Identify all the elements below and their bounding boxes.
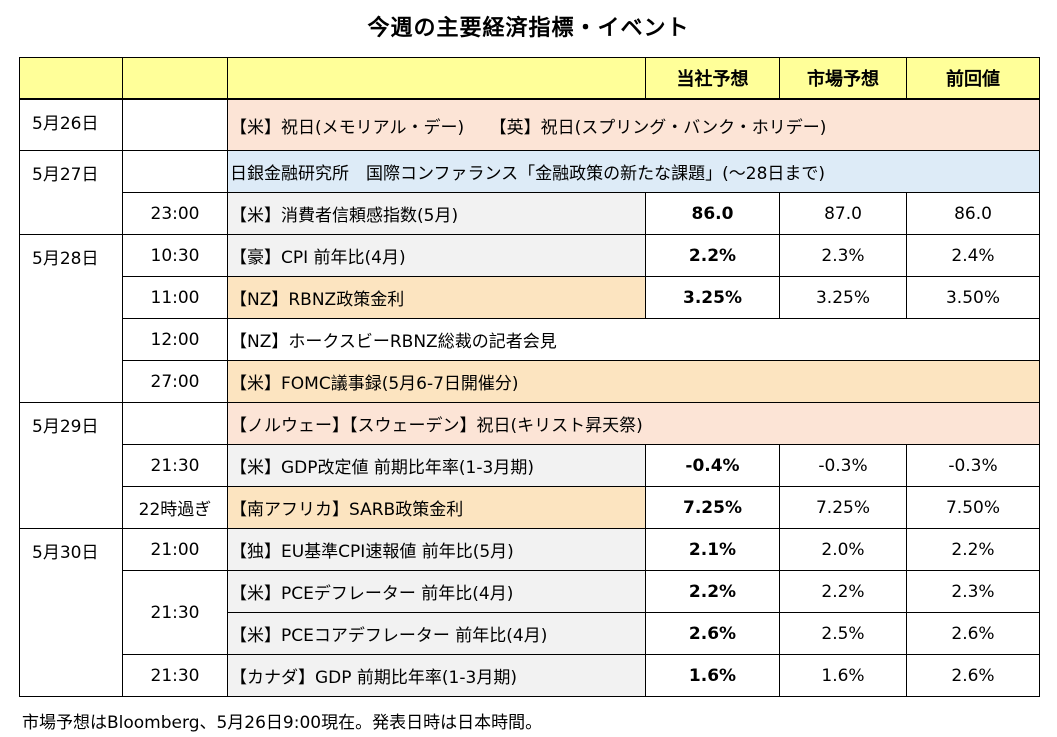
ours-value: 2.2%: [645, 234, 780, 277]
event-cell: 【米】PCEデフレーター 前年比(4月): [227, 570, 646, 613]
event-cell: 【米】GDP改定値 前期比年率(1-3月期): [227, 444, 646, 487]
time-cell: 11:00: [122, 276, 228, 319]
date-cell: 5月27日: [19, 150, 123, 235]
header-market: 市場予想: [779, 57, 907, 100]
table-row: 5月29日 【ノルウェー】【スウェーデン】祝日(キリスト昇天祭): [19, 402, 1040, 529]
time-cell: [122, 150, 228, 193]
table-row: 5月28日 10:30 【豪】CPI 前年比(4月) 2.2% 2.3% 2.4…: [19, 234, 1040, 403]
market-value: 2.2%: [779, 570, 907, 613]
header-ours: 当社予想: [645, 57, 780, 100]
ours-value: 3.25%: [645, 276, 780, 319]
table-header-row: 当社予想 市場予想 前回値: [19, 57, 1040, 100]
ours-value: -0.4%: [645, 444, 780, 487]
header-date: [19, 57, 123, 100]
market-value: 7.25%: [779, 486, 907, 529]
table-row: 5月30日 21:00 【独】EU基準CPI速報値 前年比(5月) 2.1% 2…: [19, 528, 1040, 697]
event-cell: 【ノルウェー】【スウェーデン】祝日(キリスト昇天祭): [227, 402, 1040, 445]
ours-value: 7.25%: [645, 486, 780, 529]
prev-value: 2.6%: [906, 654, 1040, 697]
market-value: 2.0%: [779, 528, 907, 571]
table-row: 22時過ぎ 【南アフリカ】SARB政策金利 7.25% 7.25% 7.50%: [20, 486, 1040, 529]
ours-value: 1.6%: [645, 654, 780, 697]
table-row: 【米】PCEコアデフレーター 前年比(4月) 2.6% 2.5% 2.6%: [20, 612, 1040, 655]
time-cell: 27:00: [122, 360, 228, 403]
ours-value: 86.0: [645, 192, 780, 235]
event-cell: 【米】PCEコアデフレーター 前年比(4月): [227, 612, 646, 655]
header-time: [122, 57, 228, 100]
table-row: 11:00 【NZ】RBNZ政策金利 3.25% 3.25% 3.50%: [20, 276, 1040, 319]
date-cell: 5月29日: [19, 402, 123, 529]
event-cell: 【独】EU基準CPI速報値 前年比(5月): [227, 528, 646, 571]
prev-value: -0.3%: [906, 444, 1040, 487]
event-cell: 【豪】CPI 前年比(4月): [227, 234, 646, 277]
header-event: [227, 57, 646, 100]
time-cell: 23:00: [122, 192, 228, 235]
market-value: 2.3%: [779, 234, 907, 277]
ours-value: 2.2%: [645, 570, 780, 613]
prev-value: 86.0: [906, 192, 1040, 235]
table-row: 21:30 【米】GDP改定値 前期比年率(1-3月期) -0.4% -0.3%…: [20, 444, 1040, 487]
prev-value: 7.50%: [906, 486, 1040, 529]
market-value: 3.25%: [779, 276, 907, 319]
prev-value: 2.3%: [906, 570, 1040, 613]
table-row: 5月27日 日銀金融研究所 国際コンファランス「金融政策の新たな課題」(～28日…: [19, 150, 1040, 235]
time-cell: 12:00: [122, 318, 228, 361]
event-cell: 【米】消費者信頼感指数(5月): [227, 192, 646, 235]
event-cell: 【カナダ】GDP 前期比年率(1-3月期): [227, 654, 646, 697]
time-cell: [122, 98, 228, 151]
ours-value: 2.1%: [645, 528, 780, 571]
time-cell: 21:30: [122, 654, 228, 697]
time-cell: 21:30: [122, 444, 228, 487]
table-row: 21:30 【カナダ】GDP 前期比年率(1-3月期) 1.6% 1.6% 2.…: [20, 654, 1040, 697]
ours-value: 2.6%: [645, 612, 780, 655]
footnote: 市場予想はBloomberg、5月26日9:00現在。発表日時は日本時間。: [22, 713, 543, 733]
event-cell: 【NZ】ホークスビーRBNZ総裁の記者会見: [227, 318, 1040, 361]
market-value: 87.0: [779, 192, 907, 235]
table-row: 27:00 【米】FOMC議事録(5月6-7日開催分): [20, 360, 1040, 403]
event-cell: 【NZ】RBNZ政策金利: [227, 276, 646, 319]
page-title: 今週の主要経済指標・イベント: [367, 16, 690, 41]
time-cell: 10:30: [122, 234, 228, 277]
table-row: 21:30 【米】PCEデフレーター 前年比(4月) 2.2% 2.2% 2.3…: [20, 570, 1040, 655]
header-prev: 前回値: [906, 57, 1040, 100]
market-value: 2.5%: [779, 612, 907, 655]
event-cell: 【米】FOMC議事録(5月6-7日開催分): [227, 360, 1040, 403]
market-value: -0.3%: [779, 444, 907, 487]
time-cell: 21:00: [122, 528, 228, 571]
event-cell: 【南アフリカ】SARB政策金利: [227, 486, 646, 529]
prev-value: 2.2%: [906, 528, 1040, 571]
time-cell: 22時過ぎ: [122, 486, 228, 529]
time-cell: [122, 402, 228, 445]
date-cell: 5月28日: [19, 234, 123, 403]
prev-value: 2.6%: [906, 612, 1040, 655]
date-cell: 5月26日: [19, 98, 123, 151]
prev-value: 2.4%: [906, 234, 1040, 277]
prev-value: 3.50%: [906, 276, 1040, 319]
event-cell: 日銀金融研究所 国際コンファランス「金融政策の新たな課題」(～28日まで): [227, 150, 1040, 193]
event-cell: 【米】祝日(メモリアル・デー) 【英】祝日(スプリング・バンク・ホリデー): [227, 98, 1040, 151]
date-cell: 5月30日: [19, 528, 123, 697]
market-value: 1.6%: [779, 654, 907, 697]
table-row: 23:00 【米】消費者信頼感指数(5月) 86.0 87.0 86.0: [20, 192, 1040, 235]
time-cell: 21:30: [122, 570, 228, 655]
indicator-table: 当社予想 市場予想 前回値 5月26日 【米】祝日(メモリアル・デー) 【英】祝…: [19, 57, 1040, 697]
table-row: 5月26日 【米】祝日(メモリアル・デー) 【英】祝日(スプリング・バンク・ホリ…: [19, 98, 1040, 151]
table-row: 12:00 【NZ】ホークスビーRBNZ総裁の記者会見: [20, 318, 1040, 361]
